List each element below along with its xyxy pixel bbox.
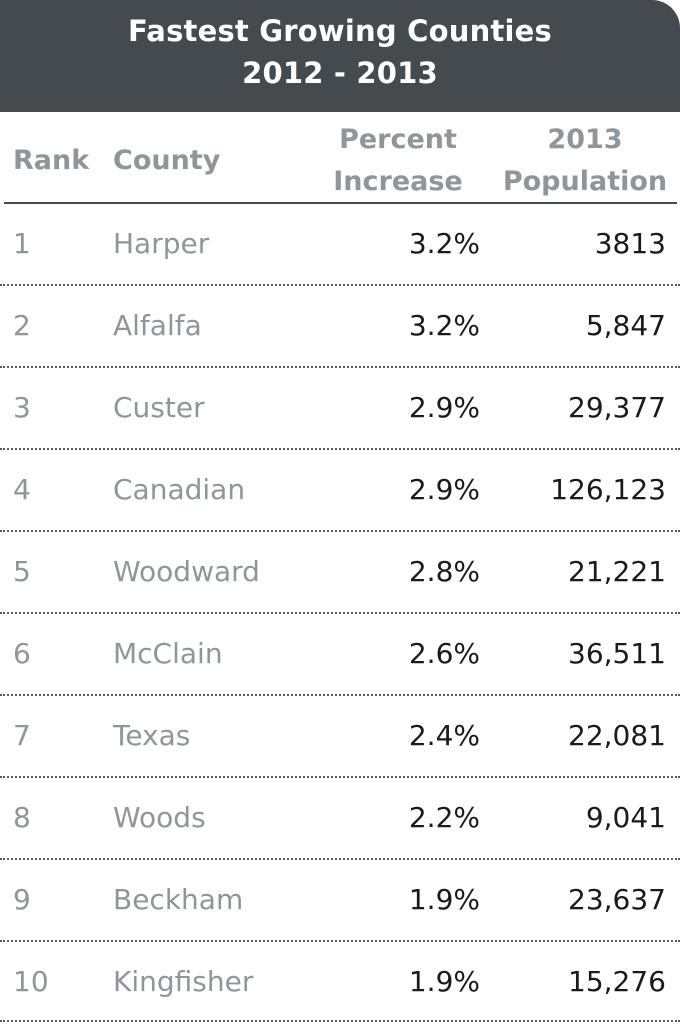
percent-increase-cell: 3.2% [408,309,480,342]
population-cell: 9,041 [585,801,666,834]
percent-increase-cell: 2.4% [408,719,480,752]
table-title-banner: Fastest Growing Counties 2012 - 2013 [0,0,680,112]
county-cell: Canadian [113,473,246,506]
county-cell: Kingfisher [113,965,254,998]
county-cell: Woodward [113,555,260,588]
table-row: 4 Canadian 2.9% 126,123 [0,450,680,532]
population-cell: 21,221 [568,555,666,588]
population-cell: 126,123 [550,473,666,506]
rank-cell: 10 [13,965,49,998]
percent-increase-cell: 2.2% [408,801,480,834]
rank-cell: 6 [13,637,31,670]
column-header-rank: Rank [13,145,90,176]
rank-cell: 4 [13,473,31,506]
county-cell: Harper [113,227,210,260]
county-cell: Beckham [113,883,244,916]
table-row: 10 Kingfisher 1.9% 15,276 [0,942,680,1022]
table-row: 9 Beckham 1.9% 23,637 [0,860,680,942]
population-cell: 22,081 [568,719,666,752]
table-header: Rank County Percent Increase 2013 Popula… [0,112,680,204]
percent-increase-cell: 2.9% [408,473,480,506]
column-header-population-line1: 2013 [547,124,623,155]
county-cell: Woods [113,801,206,834]
table-row: 5 Woodward 2.8% 21,221 [0,532,680,614]
table-row: 6 McClain 2.6% 36,511 [0,614,680,696]
population-cell: 5,847 [585,309,666,342]
column-header-population-line2: Population [502,166,668,197]
population-cell: 3813 [594,227,666,260]
header-divider [4,202,677,204]
table-row: 7 Texas 2.4% 22,081 [0,696,680,778]
table-body: 1 Harper 3.2% 3813 2 Alfalfa 3.2% 5,847 … [0,204,680,1022]
percent-increase-cell: 2.9% [408,391,480,424]
column-header-county: County [113,145,221,176]
population-cell: 23,637 [568,883,666,916]
county-cell: McClain [113,637,223,670]
table-row: 1 Harper 3.2% 3813 [0,204,680,286]
percent-increase-cell: 1.9% [408,965,480,998]
table-subtitle-years: 2012 - 2013 [242,56,438,90]
percent-increase-cell: 3.2% [408,227,480,260]
county-cell: Texas [113,719,191,752]
percent-increase-cell: 1.9% [408,883,480,916]
table-row: 2 Alfalfa 3.2% 5,847 [0,286,680,368]
rank-cell: 9 [13,883,31,916]
table-row: 3 Custer 2.9% 29,377 [0,368,680,450]
percent-increase-cell: 2.8% [408,555,480,588]
rank-cell: 1 [13,227,31,260]
percent-increase-cell: 2.6% [408,637,480,670]
county-cell: Alfalfa [113,309,202,342]
population-cell: 15,276 [568,965,666,998]
rank-cell: 2 [13,309,31,342]
column-header-percent-line2: Increase [333,166,463,197]
county-cell: Custer [113,391,205,424]
table-title: Fastest Growing Counties [128,14,552,48]
column-header-population: 2013 Population [498,119,672,203]
column-header-percent-line1: Percent [339,124,457,155]
population-cell: 29,377 [568,391,666,424]
rank-cell: 3 [13,391,31,424]
rank-cell: 7 [13,719,31,752]
population-cell: 36,511 [568,637,666,670]
rank-cell: 8 [13,801,31,834]
rank-cell: 5 [13,555,31,588]
column-header-percent-increase: Percent Increase [320,119,476,203]
table-row: 8 Woods 2.2% 9,041 [0,778,680,860]
